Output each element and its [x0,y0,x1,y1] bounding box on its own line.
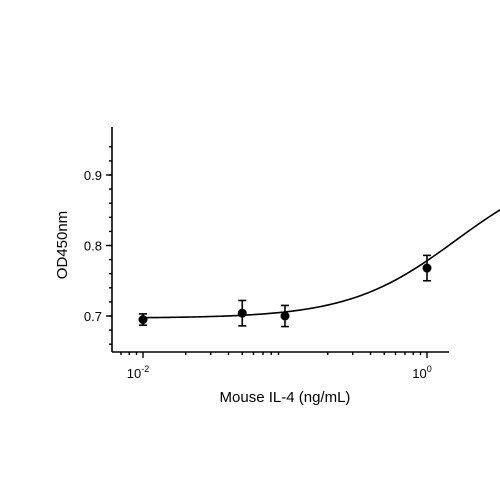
plot-area [138,208,500,328]
data-point-group [237,299,247,327]
fit-curve [142,208,500,319]
x-ticks: 10-2100102 [120,352,432,381]
x-tick-label-0: 10-2 [127,364,149,381]
x-tick-label-exponent: 0 [427,364,432,374]
data-point-group [138,313,148,326]
y-axis-title: OD450nm [54,211,71,279]
data-point-group [422,254,432,282]
x-tick-label-exponent: -2 [141,364,149,374]
y-tick-label-0: 0.7 [84,309,102,324]
x-tick-label-1: 100 [412,364,431,381]
data-point [280,311,290,321]
x-tick-label-base: 10 [127,366,141,381]
y-tick-label-1: 0.8 [84,239,102,254]
data-point-group [280,304,290,328]
y-ticks: 0.7 0.8 0.9 [84,146,112,345]
data-point [237,308,247,318]
data-point [422,263,432,273]
x-axis-title: Mouse IL-4 (ng/mL) [220,389,351,406]
data-point [138,315,148,325]
x-tick-label-base: 10 [412,366,426,381]
y-tick-label-2: 0.9 [84,168,102,183]
